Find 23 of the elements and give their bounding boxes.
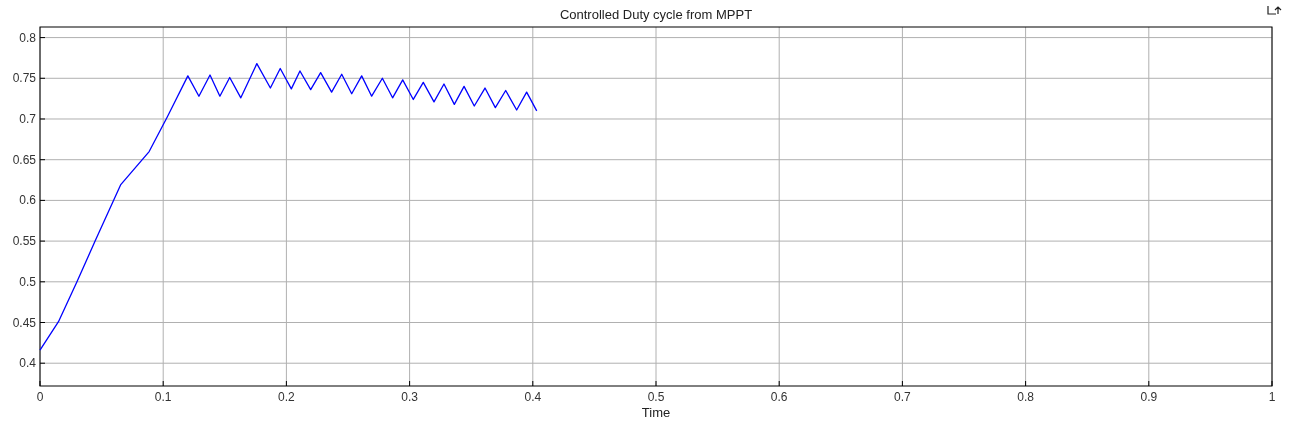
y-tick-label: 0.75 (12, 71, 37, 86)
y-tick-label: 0.6 (19, 193, 37, 208)
chart-title: Controlled Duty cycle from MPPT (559, 7, 753, 22)
y-tick-label: 0.55 (12, 234, 37, 249)
y-tick-label: 0.65 (12, 152, 37, 167)
y-tick-label: 0.45 (12, 315, 37, 330)
x-tick-label: 0.8 (1017, 390, 1035, 404)
x-tick-label: 1 (1268, 390, 1276, 404)
x-tick-label: 0.1 (154, 390, 172, 404)
x-tick-label: 0 (36, 390, 44, 404)
line-series (39, 62, 538, 351)
x-tick-label: 0.2 (278, 390, 296, 404)
y-tick-label: 0.5 (19, 274, 37, 289)
x-tick-label: 0.6 (770, 390, 788, 404)
x-tick-label: 0.7 (894, 390, 912, 404)
y-tick-label: 0.7 (19, 111, 37, 126)
x-axis-title: Time (641, 405, 671, 420)
y-tick-label: 0.4 (19, 356, 37, 371)
y-tick-label: 0.8 (19, 30, 37, 45)
x-tick-label: 0.4 (524, 390, 542, 404)
x-tick-label: 0.9 (1140, 390, 1158, 404)
x-tick-label: 0.5 (647, 390, 665, 404)
x-tick-label: 0.3 (401, 390, 419, 404)
